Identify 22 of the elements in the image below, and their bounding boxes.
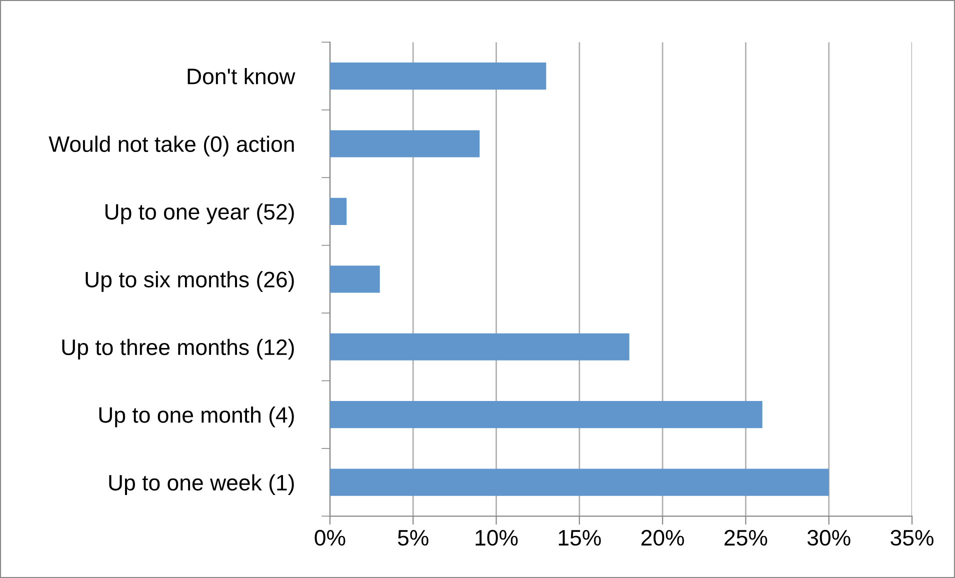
x-tick-label: 10% <box>476 530 518 546</box>
x-tick-label: 30% <box>807 530 850 546</box>
y-tick-label: Up to three months (12) <box>62 338 294 360</box>
x-tick-label: 5% <box>398 530 428 546</box>
bar <box>330 468 829 496</box>
y-tick-label: Up to one week (1) <box>109 474 294 495</box>
y-tick-label: Don't know <box>188 68 296 84</box>
bar <box>330 198 347 226</box>
bar <box>330 266 380 293</box>
bar <box>330 130 480 158</box>
x-tick-label: 0% <box>314 530 346 546</box>
bar <box>330 401 762 428</box>
y-tick-label: Would not take (0) action <box>48 136 294 156</box>
bar <box>330 62 546 90</box>
bar <box>330 333 630 360</box>
y-tick-label: Up to six months (26) <box>86 271 294 292</box>
y-tick-label: Up to one year (52) <box>106 203 294 224</box>
x-tick-label: 20% <box>641 530 684 546</box>
y-tick-label: Up to one month (4) <box>99 406 294 428</box>
x-tick-label: 25% <box>724 530 768 546</box>
x-tick-label: 15% <box>558 530 601 546</box>
x-tick-label: 35% <box>890 530 934 546</box>
